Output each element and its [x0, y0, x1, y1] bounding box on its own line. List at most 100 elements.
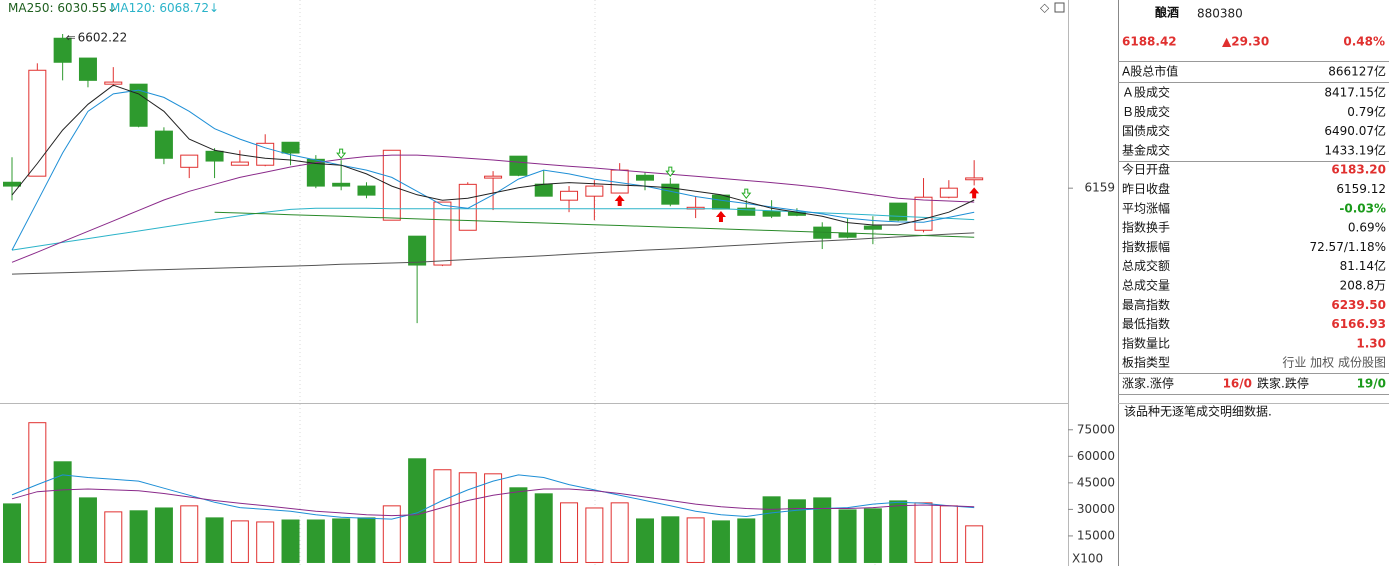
candle-body — [661, 183, 680, 205]
icon-window[interactable] — [1054, 2, 1065, 13]
candle-body — [104, 81, 123, 85]
candle-body — [332, 182, 351, 187]
candle-body — [382, 149, 401, 221]
candle-body — [53, 37, 72, 63]
candle-body — [28, 69, 47, 177]
candle-body — [711, 194, 730, 210]
row-label: 国债成交 — [1122, 123, 1170, 138]
signal-down — [665, 166, 676, 177]
volume-bar — [332, 518, 351, 563]
volume-bar — [560, 502, 579, 563]
row-label: 指数振幅 — [1122, 239, 1170, 254]
volume-bar — [129, 510, 148, 563]
candle-body — [838, 232, 857, 238]
signal-up — [614, 195, 625, 207]
ma-line — [11, 154, 975, 263]
row-label: 指数量比 — [1122, 335, 1170, 350]
volume-bar — [585, 507, 604, 563]
ma-line — [11, 474, 975, 520]
row-label: 基金成交 — [1122, 142, 1170, 157]
row-label: 指数换手 — [1122, 220, 1170, 235]
volume-bar — [230, 520, 249, 563]
quote-code: 880380 — [1197, 7, 1243, 21]
y-tick-label: 60000 — [1077, 449, 1115, 463]
volume-bar — [306, 519, 325, 563]
quote-change-pct: 0.48% — [1343, 35, 1385, 49]
ma-line — [11, 84, 975, 226]
candle-body — [256, 142, 275, 166]
volume-bar — [154, 507, 173, 563]
legend-text: ↓ — [107, 1, 117, 15]
volume-bar — [939, 505, 958, 563]
quote-price: 6188.42 — [1122, 35, 1177, 49]
candle-body — [129, 83, 148, 127]
row-label: Ｂ股成交 — [1122, 104, 1170, 119]
volume-bar — [484, 473, 503, 563]
notice: 该品种无逐笔成交明细数据. — [1124, 404, 1272, 419]
volume-bar — [610, 502, 629, 563]
row-value: 1433.19亿 — [1324, 142, 1386, 157]
row-label: Ａ股成交 — [1122, 85, 1170, 100]
row-value: 6166.93 — [1331, 317, 1386, 331]
candle-body — [306, 158, 325, 187]
row-value: 81.14亿 — [1340, 258, 1386, 273]
volume-bar — [762, 496, 781, 563]
breadth-down-label: 跌家.跌停 — [1257, 376, 1309, 391]
row-label: A股总市值 — [1122, 64, 1178, 79]
candle-body — [154, 130, 173, 159]
volume-bar — [661, 516, 680, 563]
y-tick-label: 75000 — [1077, 422, 1115, 436]
row-value: 208.8万 — [1340, 279, 1386, 293]
row-value: -0.03% — [1339, 201, 1386, 215]
row-value: 72.57/1.18% — [1309, 240, 1386, 254]
volume-bar — [737, 518, 756, 563]
row-value: 行业 加权 成份股图 — [1282, 356, 1386, 370]
legend-text: MA120 — [110, 1, 151, 15]
y-tick-label: 30000 — [1077, 502, 1115, 516]
row-value: 8417.15亿 — [1324, 85, 1386, 100]
volume-bar — [408, 458, 427, 563]
volume-bar — [965, 525, 984, 563]
icon-diamond[interactable]: ◇ — [1040, 1, 1050, 15]
candle-body — [737, 207, 756, 216]
breadth-up-value: 16/0 — [1223, 377, 1252, 391]
candle-body — [433, 201, 452, 266]
volume-bar — [104, 511, 123, 563]
candle-body — [889, 202, 908, 221]
volume-bar — [509, 487, 528, 563]
volume-bar — [686, 517, 705, 563]
volume-bar — [914, 502, 933, 563]
candle-body — [863, 225, 882, 230]
ma-line — [11, 89, 975, 251]
quote-change: ▲29.30 — [1222, 35, 1269, 49]
row-value: 0.69% — [1348, 221, 1386, 235]
row-label: 昨日收盘 — [1122, 181, 1170, 196]
legend-text: MA250 — [8, 1, 49, 15]
volume-bar — [3, 503, 21, 563]
legend-entry: MA120: 6068.72↓ — [110, 1, 219, 15]
volume-bar — [180, 505, 199, 563]
candle-body — [3, 181, 21, 187]
ma-line — [214, 211, 975, 238]
candle-body — [636, 174, 654, 181]
row-value: 1.30 — [1356, 336, 1386, 350]
candle-body — [509, 155, 528, 176]
row-value: 6183.20 — [1331, 163, 1386, 177]
panel-rules — [1118, 61, 1389, 395]
volume-bar — [889, 500, 908, 563]
row-label: 最高指数 — [1122, 297, 1170, 312]
volume-bar — [28, 422, 47, 563]
candle-body — [914, 196, 933, 231]
row-label: 今日开盘 — [1122, 162, 1170, 177]
y-unit-label: X100 — [1072, 552, 1103, 566]
volume-bar — [281, 519, 300, 563]
volume-bar — [433, 469, 452, 563]
candle-body — [762, 210, 781, 217]
row-label: 总成交量 — [1122, 278, 1170, 293]
candle-body — [585, 185, 604, 197]
candle-body — [484, 175, 503, 179]
row-value: 6239.50 — [1331, 298, 1386, 312]
volume-bar — [711, 520, 730, 563]
row-value: 0.79亿 — [1347, 104, 1386, 119]
y-tick-label: 6159 — [1084, 181, 1115, 195]
